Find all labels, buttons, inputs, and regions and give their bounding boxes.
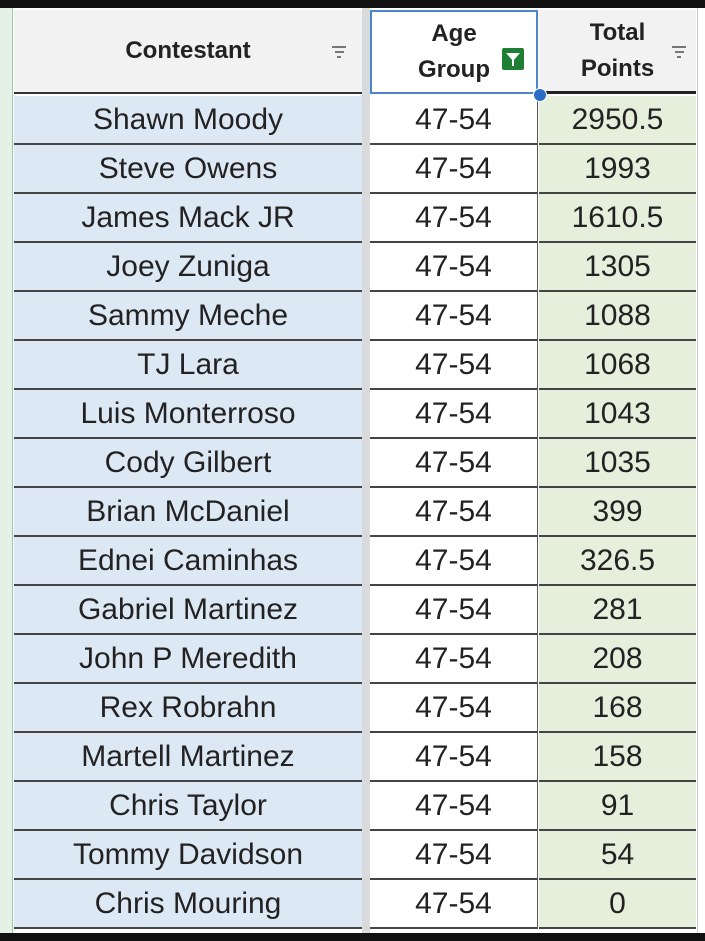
total-points-cell[interactable]: 158 [539,733,696,782]
age-group-cell[interactable]: 47-54 [370,390,538,439]
contestant-cell[interactable]: Cody Gilbert [14,439,362,488]
filter-lines-icon[interactable] [672,46,686,58]
contestant-cell[interactable]: Sammy Meche [14,292,362,341]
age-group-cell[interactable]: 47-54 [370,145,538,194]
total-points-cell[interactable]: 1068 [539,341,696,390]
total-points-cell[interactable]: 2950.5 [539,96,696,145]
contestant-cell[interactable]: John P Meredith [14,635,362,684]
contestant-cell[interactable]: James Mack JR [14,194,362,243]
age-group-cell[interactable]: 47-54 [370,537,538,586]
age-group-cell[interactable]: 47-54 [370,782,538,831]
table-row: Steve Owens 47-54 1993 [0,145,705,194]
age-group-cell[interactable]: 47-54 [370,292,538,341]
table-row: Sammy Meche 47-54 1088 [0,292,705,341]
top-bar [0,0,705,8]
total-points-cell[interactable]: 281 [539,586,696,635]
contestant-cell[interactable]: Rex Robrahn [14,684,362,733]
table-row: TJ Lara 47-54 1068 [0,341,705,390]
bottom-bar [0,933,705,941]
age-group-cell[interactable]: 47-54 [370,341,538,390]
contestant-cell[interactable]: TJ Lara [14,341,362,390]
age-group-cell[interactable]: 47-54 [370,243,538,292]
contestant-cell[interactable]: Luis Monterroso [14,390,362,439]
filter-lines-icon[interactable] [332,46,346,58]
total-points-cell[interactable]: 326.5 [539,537,696,586]
age-group-cell[interactable]: 47-54 [370,439,538,488]
table-row: Martell Martinez 47-54 158 [0,733,705,782]
table-row: John P Meredith 47-54 208 [0,635,705,684]
table-row: Joey Zuniga 47-54 1305 [0,243,705,292]
age-group-cell[interactable]: 47-54 [370,488,538,537]
header-total-points[interactable]: Total Points [539,10,696,94]
age-group-cell[interactable]: 47-54 [370,831,538,880]
header-age-line1: Age [431,20,477,47]
total-points-cell[interactable]: 1993 [539,145,696,194]
contestant-cell[interactable]: Martell Martinez [14,733,362,782]
contestant-cell[interactable]: Shawn Moody [14,96,362,145]
age-group-cell[interactable]: 47-54 [370,733,538,782]
table-row: Brian McDaniel 47-54 399 [0,488,705,537]
table-row: Gabriel Martinez 47-54 281 [0,586,705,635]
table-row: Cody Gilbert 47-54 1035 [0,439,705,488]
contestant-cell[interactable]: Tommy Davidson [14,831,362,880]
table-row: Ednei Caminhas 47-54 326.5 [0,537,705,586]
contestant-cell[interactable]: Steve Owens [14,145,362,194]
table-row: Chris Taylor 47-54 91 [0,782,705,831]
filter-active-funnel-icon[interactable] [502,48,524,70]
right-column-edge [697,8,705,933]
age-group-cell[interactable]: 47-54 [370,194,538,243]
contestant-cell[interactable]: Ednei Caminhas [14,537,362,586]
table-row: Chris Mouring 47-54 0 [0,880,705,929]
total-points-cell[interactable]: 91 [539,782,696,831]
total-points-cell[interactable]: 54 [539,831,696,880]
total-points-cell[interactable]: 399 [539,488,696,537]
table-row: Tommy Davidson 47-54 54 [0,831,705,880]
age-group-cell[interactable]: 47-54 [370,684,538,733]
contestant-cell[interactable]: Chris Mouring [14,880,362,929]
contestant-cell[interactable]: Gabriel Martinez [14,586,362,635]
total-points-cell[interactable]: 1043 [539,390,696,439]
column-separator [362,8,370,933]
header-points-line2: Points [580,54,655,82]
total-points-cell[interactable]: 1305 [539,243,696,292]
header-contestant-label: Contestant [125,37,251,64]
table-row: Shawn Moody 47-54 2950.5 [0,96,705,145]
age-group-cell[interactable]: 47-54 [370,96,538,145]
table-body: Shawn Moody 47-54 2950.5 Steve Owens 47-54 19… [0,96,705,929]
contestant-cell[interactable]: Brian McDaniel [14,488,362,537]
total-points-cell[interactable]: 0 [539,880,696,929]
total-points-cell[interactable]: 1035 [539,439,696,488]
age-group-cell[interactable]: 47-54 [370,880,538,929]
age-group-cell[interactable]: 47-54 [370,635,538,684]
selection-fill-handle[interactable] [533,88,547,102]
contestant-cell[interactable]: Joey Zuniga [14,243,362,292]
table-row: Luis Monterroso 47-54 1043 [0,390,705,439]
header-age-group[interactable]: Age Group [370,10,538,94]
contestant-cell[interactable]: Chris Taylor [14,782,362,831]
header-age-line2: Group [418,56,490,83]
header-contestant[interactable]: Contestant [14,10,362,94]
total-points-cell[interactable]: 1610.5 [539,194,696,243]
left-column-edge [0,8,13,933]
total-points-cell[interactable]: 1088 [539,292,696,341]
age-group-cell[interactable]: 47-54 [370,586,538,635]
total-points-cell[interactable]: 208 [539,635,696,684]
header-points-line1: Total [589,18,646,46]
total-points-cell[interactable]: 168 [539,684,696,733]
table-row: Rex Robrahn 47-54 168 [0,684,705,733]
table-row: James Mack JR 47-54 1610.5 [0,194,705,243]
